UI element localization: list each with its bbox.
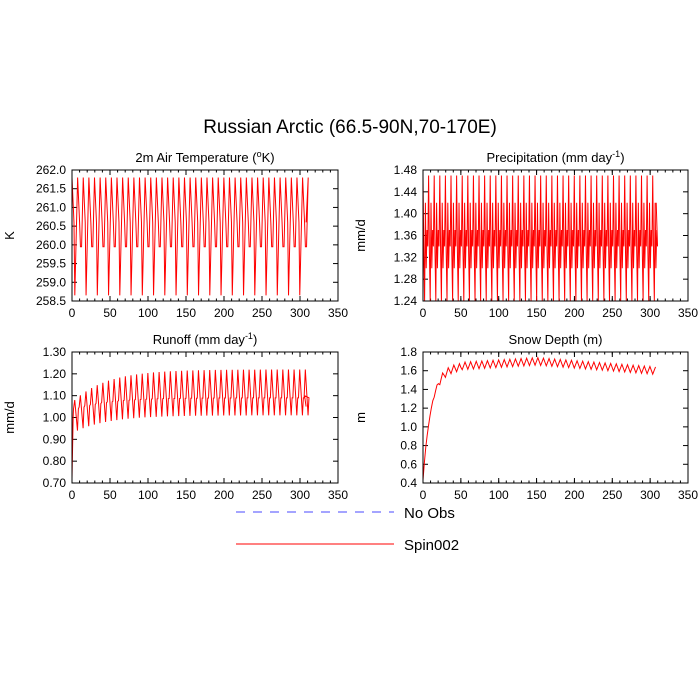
panel-3: Runoff (mm day-1) mm/d 0 50 100 150 200 250 300 3… — [2, 331, 348, 502]
panel-title-tail: ) — [253, 332, 257, 347]
y-tick-label: 1.6 — [400, 364, 417, 378]
x-tick-label: 50 — [103, 306, 117, 320]
x-tick-label: 350 — [678, 306, 698, 320]
y-tick-label: 1.0 — [400, 420, 417, 434]
panel-title-sup: o — [257, 149, 262, 159]
y-tick-label: 0.80 — [43, 454, 67, 468]
x-tick-label: 350 — [328, 306, 348, 320]
panels: 2m Air Temperature (oK) K 0 50 100 150 200 250 3… — [2, 149, 698, 502]
plot-frame — [422, 169, 689, 302]
y-tick-label: 1.48 — [394, 163, 418, 177]
y-tick-label: 1.40 — [394, 207, 418, 221]
y-tick-label: 0.6 — [400, 457, 417, 471]
plot-frame — [422, 351, 689, 484]
legend-spin002-label: Spin002 — [404, 537, 459, 554]
y-tick-label: 0.8 — [400, 439, 417, 453]
x-tick-label: 250 — [252, 306, 272, 320]
x-tick-label: 150 — [527, 306, 547, 320]
figure-title: Russian Arctic (66.5-90N,70-170E) — [203, 117, 497, 138]
panel-title-sup: -1 — [612, 149, 620, 159]
series-line-spin002 — [422, 175, 659, 302]
y-tick-label: 1.28 — [394, 272, 418, 286]
x-tick-label: 100 — [489, 306, 509, 320]
x-tick-label: 100 — [138, 488, 158, 502]
x-tick-label: 350 — [678, 488, 698, 502]
y-axis-label: K — [2, 231, 17, 240]
y-tick-label: 258.5 — [36, 294, 66, 308]
x-tick-label: 50 — [454, 306, 468, 320]
tick-marks — [71, 351, 339, 484]
panel-title-tail: ) — [620, 150, 624, 165]
panel-title: Runoff (mm day-1) — [153, 331, 258, 347]
x-tick-label: 100 — [489, 488, 509, 502]
panel-title-main: Snow Depth (m) — [509, 332, 603, 347]
y-axis-label: mm/d — [353, 219, 368, 252]
y-tick-label: 260.0 — [36, 238, 66, 252]
y-tick-label: 1.20 — [43, 367, 67, 381]
x-tick-label: 300 — [640, 306, 660, 320]
panel-title-tail: K) — [262, 150, 275, 165]
y-tick-label: 1.2 — [400, 401, 417, 415]
y-tick-label: 1.30 — [43, 345, 67, 359]
x-tick-label: 250 — [602, 306, 622, 320]
y-tick-label: 260.5 — [36, 219, 66, 233]
y-tick-label: 259.5 — [36, 257, 66, 271]
panel-title: 2m Air Temperature (oK) — [135, 149, 274, 165]
legend-no-obs-label: No Obs — [404, 505, 455, 522]
x-tick-label: 350 — [328, 488, 348, 502]
panel-4: Snow Depth (m) m 0 50 100 150 200 250 300 350 0.4 0… — [353, 332, 698, 502]
panel-title: Snow Depth (m) — [509, 332, 603, 347]
y-tick-label: 1.4 — [400, 382, 417, 396]
y-tick-label: 0.4 — [400, 476, 417, 490]
y-tick-label: 0.90 — [43, 432, 67, 446]
x-tick-label: 100 — [138, 306, 158, 320]
y-axis-label: mm/d — [2, 401, 17, 434]
y-tick-label: 262.0 — [36, 163, 66, 177]
x-tick-label: 300 — [640, 488, 660, 502]
x-tick-label: 0 — [420, 488, 427, 502]
x-tick-label: 250 — [252, 488, 272, 502]
x-tick-label: 50 — [103, 488, 117, 502]
x-tick-label: 200 — [214, 306, 234, 320]
panel-title-main: Precipitation (mm day — [486, 150, 612, 165]
y-tick-label: 1.44 — [394, 185, 418, 199]
x-tick-label: 300 — [290, 488, 310, 502]
x-tick-label: 300 — [290, 306, 310, 320]
panel-title: Precipitation (mm day-1) — [486, 149, 624, 165]
x-tick-label: 250 — [602, 488, 622, 502]
legend: No Obs Spin002 — [236, 505, 459, 554]
y-tick-label: 0.70 — [43, 476, 67, 490]
series-line-spin002 — [71, 369, 310, 479]
x-tick-label: 150 — [176, 488, 196, 502]
series-line-spin002 — [422, 356, 656, 481]
y-tick-label: 1.24 — [394, 294, 418, 308]
plot-frame — [71, 351, 339, 484]
y-tick-label: 261.5 — [36, 182, 66, 196]
y-axis-label: m — [353, 412, 368, 423]
y-tick-label: 261.0 — [36, 200, 66, 214]
x-tick-label: 0 — [420, 306, 427, 320]
x-tick-label: 150 — [176, 306, 196, 320]
x-tick-label: 200 — [564, 488, 584, 502]
panel-1: 2m Air Temperature (oK) K 0 50 100 150 200 250 3… — [2, 149, 348, 320]
y-tick-label: 1.32 — [394, 250, 418, 264]
panel-title-main: Runoff (mm day — [153, 332, 246, 347]
y-tick-label: 259.0 — [36, 275, 66, 289]
x-tick-label: 200 — [214, 488, 234, 502]
x-tick-label: 150 — [527, 488, 547, 502]
panel-title-sup: -1 — [245, 331, 253, 341]
panel-2: Precipitation (mm day-1) mm/d 0 50 100 150 200… — [353, 149, 698, 320]
plot-frame — [71, 169, 339, 302]
y-tick-label: 1.36 — [394, 229, 418, 243]
x-tick-label: 0 — [69, 306, 76, 320]
panel-title-main: 2m Air Temperature ( — [135, 150, 257, 165]
y-tick-label: 1.10 — [43, 389, 67, 403]
y-tick-label: 1.8 — [400, 345, 417, 359]
x-tick-label: 0 — [69, 488, 76, 502]
y-tick-label: 1.00 — [43, 411, 67, 425]
x-tick-label: 50 — [454, 488, 468, 502]
series-line-spin002 — [71, 177, 309, 296]
x-tick-label: 200 — [564, 306, 584, 320]
